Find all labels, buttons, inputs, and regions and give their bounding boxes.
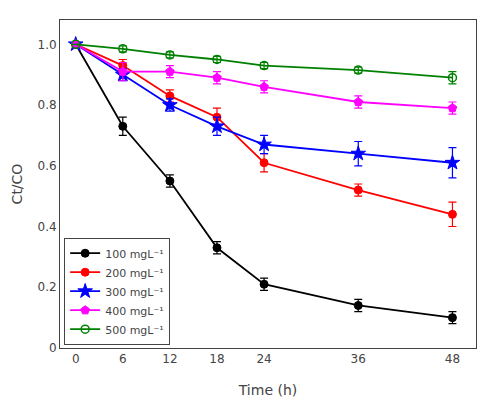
svg-text:24: 24 xyxy=(256,352,271,366)
svg-text:Time (h): Time (h) xyxy=(238,382,298,398)
svg-text:0: 0 xyxy=(49,341,57,355)
svg-text:48: 48 xyxy=(445,352,460,366)
svg-text:500 mgL⁻¹: 500 mgL⁻¹ xyxy=(105,324,164,337)
svg-text:0.4: 0.4 xyxy=(38,220,57,234)
svg-text:0.8: 0.8 xyxy=(38,98,57,112)
svg-text:6: 6 xyxy=(119,352,127,366)
svg-text:200 mgL⁻¹: 200 mgL⁻¹ xyxy=(105,267,164,280)
svg-text:0: 0 xyxy=(72,352,80,366)
svg-text:18: 18 xyxy=(209,352,224,366)
svg-text:100 mgL⁻¹: 100 mgL⁻¹ xyxy=(105,248,164,261)
svg-text:0.6: 0.6 xyxy=(38,159,57,173)
svg-text:36: 36 xyxy=(351,352,366,366)
svg-text:12: 12 xyxy=(162,352,177,366)
svg-text:1.0: 1.0 xyxy=(38,38,57,52)
svg-text:400 mgL⁻¹: 400 mgL⁻¹ xyxy=(105,305,164,318)
svg-text:300 mgL⁻¹: 300 mgL⁻¹ xyxy=(105,286,164,299)
svg-text:Ct/CO: Ct/CO xyxy=(9,164,25,205)
svg-text:0.2: 0.2 xyxy=(38,280,57,294)
